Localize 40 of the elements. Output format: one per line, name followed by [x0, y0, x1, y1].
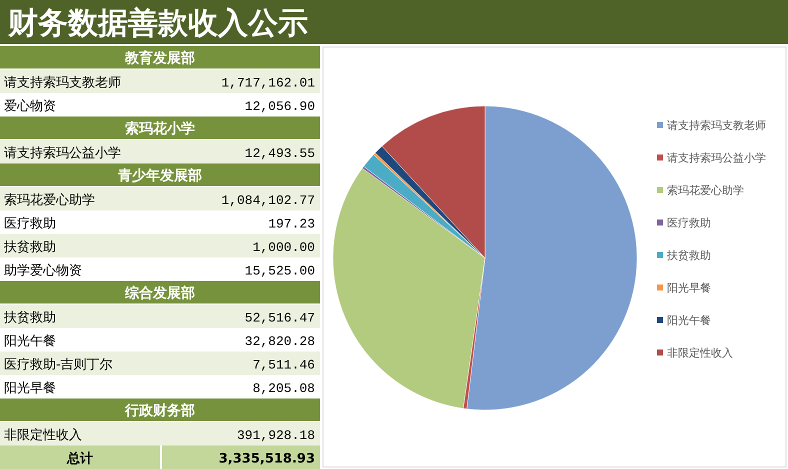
- legend-label: 扶贫救助: [666, 249, 711, 262]
- category-label: 请支持索玛公益小学: [4, 146, 121, 161]
- legend-label: 阳光午餐: [667, 314, 711, 327]
- category-label: 请支持索玛支教老师: [4, 75, 121, 90]
- legend-label: 医疗救助: [667, 216, 711, 230]
- legend-label: 阳光早餐: [667, 282, 711, 294]
- legend-label: 非限定性收入: [667, 346, 733, 360]
- category-label: 阳光午餐: [4, 334, 56, 349]
- category-label: 爱心物资: [4, 98, 56, 114]
- data-label: 52,516.47: [244, 310, 315, 326]
- data-label: 1,084,102.77: [221, 192, 315, 208]
- data-label: 12,056.90: [244, 98, 315, 114]
- category-label: 阳光早餐: [4, 380, 56, 396]
- category-label: 非限定性收入: [4, 428, 82, 443]
- category-label: 医疗救助-吉则丁尔: [4, 357, 113, 372]
- data-label: 8,205.08: [252, 380, 315, 396]
- category-label: 青少年发展部: [117, 166, 202, 184]
- data-label: 197.23: [268, 216, 315, 232]
- text: 财务数据善款收入公示: [7, 6, 308, 40]
- data-label: 3,335,518.93: [218, 451, 315, 466]
- legend-label: 请支持索玛支教老师: [667, 119, 766, 132]
- category-label: 索玛花小学: [125, 120, 195, 137]
- data-label: 12,493.55: [244, 146, 315, 161]
- category-label: 医疗救助: [4, 216, 56, 232]
- legend-label: 索玛花爱心助学: [667, 184, 744, 197]
- legend-label: 请支持索玛公益小学: [667, 152, 766, 164]
- category-label: 综合发展部: [124, 284, 195, 302]
- data-label: 1,717,162.01: [221, 75, 316, 90]
- category-label: 教育发展部: [124, 49, 195, 66]
- data-label: 15,525.00: [244, 263, 315, 278]
- data-label: 7,511.46: [252, 357, 315, 372]
- category-label: 总计: [66, 450, 93, 466]
- category-label: 行政财务部: [124, 402, 195, 419]
- category-label: 索玛花爱心助学: [4, 192, 95, 208]
- data-label: 391,928.18: [236, 428, 315, 443]
- category-label: 扶贫救助: [3, 240, 56, 255]
- category-label: 助学爱心物资: [4, 262, 82, 278]
- category-label: 扶贫救助: [3, 310, 56, 326]
- data-label: 32,820.28: [244, 334, 315, 349]
- data-label: 1,000.00: [252, 240, 315, 255]
